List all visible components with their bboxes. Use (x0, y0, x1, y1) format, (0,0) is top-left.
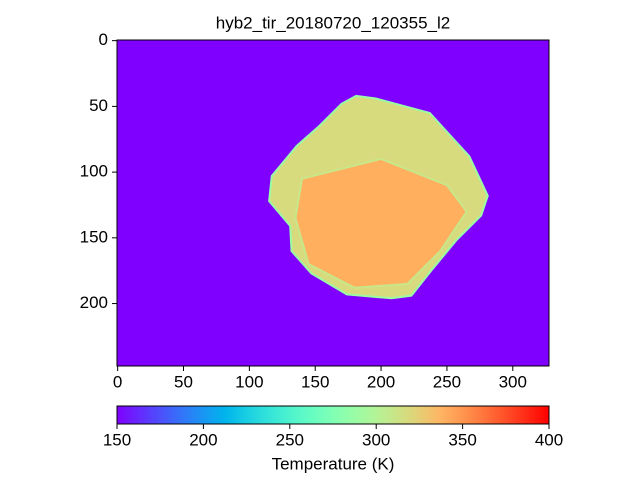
colorbar-tick-label: 350 (448, 430, 476, 449)
colorbar-tick-label: 200 (189, 430, 217, 449)
x-tick-label: 100 (235, 372, 263, 391)
x-tick-label: 250 (433, 372, 461, 391)
colorbar-tick-label: 150 (103, 430, 131, 449)
plot-frame (116, 39, 550, 367)
y-tick-label: 50 (89, 96, 108, 115)
y-tick-label: 0 (99, 30, 108, 49)
colorbar-tick-label: 400 (535, 430, 563, 449)
chart-title: hyb2_tir_20180720_120355_l2 (216, 13, 450, 32)
x-tick-label: 150 (301, 372, 329, 391)
y-tick-label: 100 (80, 162, 108, 181)
y-tick-label: 150 (80, 227, 108, 246)
x-tick-label: 200 (367, 372, 395, 391)
colorbar (116, 405, 550, 425)
x-tick-label: 0 (113, 372, 122, 391)
colorbar-tick-label: 250 (276, 430, 304, 449)
x-tick-label: 50 (174, 372, 193, 391)
colorbar-label: Temperature (K) (272, 454, 395, 473)
image-region (294, 157, 468, 289)
x-tick-label: 300 (499, 372, 527, 391)
colorbar-tick-label: 300 (362, 430, 390, 449)
y-tick-label: 200 (80, 293, 108, 312)
